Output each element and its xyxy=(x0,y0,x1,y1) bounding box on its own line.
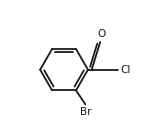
Text: Br: Br xyxy=(80,107,92,117)
Text: O: O xyxy=(97,29,105,39)
Text: Cl: Cl xyxy=(120,65,131,75)
